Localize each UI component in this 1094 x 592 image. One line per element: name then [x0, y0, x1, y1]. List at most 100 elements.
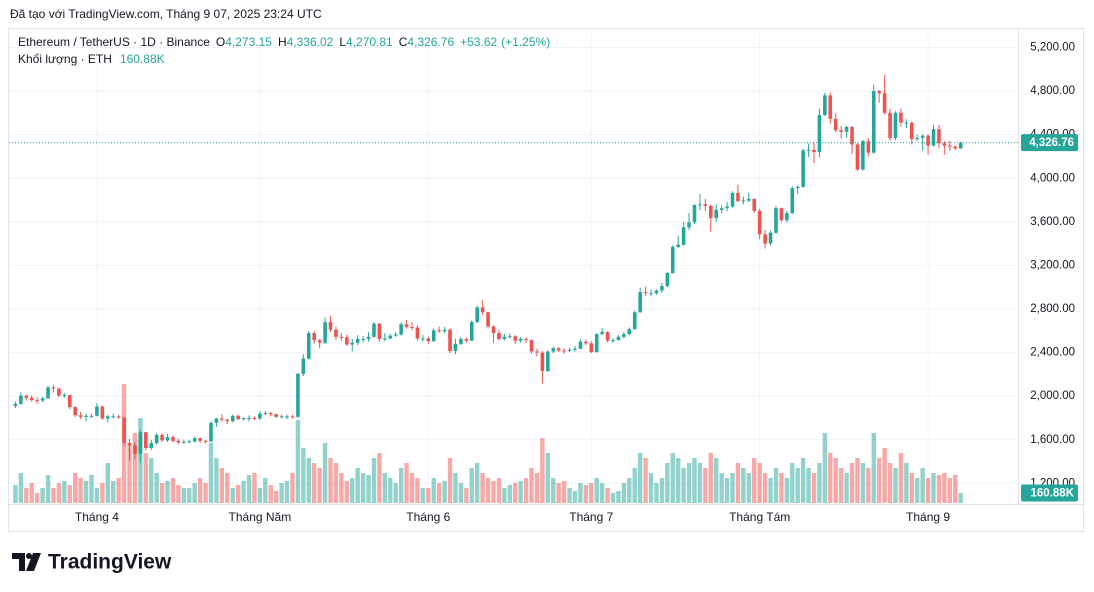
volume-bar [197, 478, 203, 503]
volume-bar [89, 475, 94, 503]
created-note: Đã tạo với TradingView.com, Tháng 9 07, … [10, 7, 322, 21]
candle-body [111, 416, 116, 418]
candle-body [317, 340, 322, 343]
candle-body [899, 112, 903, 123]
candle-body [931, 129, 936, 146]
last-price-label: 4,326.76 [1029, 137, 1074, 149]
candle-body [393, 334, 398, 336]
volume-bar [605, 488, 610, 503]
volume-bar [355, 468, 360, 503]
candle-body [448, 329, 452, 351]
candle-body [301, 358, 306, 374]
volume-bar [556, 483, 561, 503]
candle-body [703, 204, 708, 207]
volume-bar [480, 473, 485, 503]
candle-body [551, 348, 556, 352]
candle-body [459, 338, 463, 344]
candle-body [345, 337, 349, 345]
x-tick-label: Tháng 6 [406, 510, 450, 524]
volume-bar [768, 478, 773, 503]
volume-bar [583, 485, 589, 503]
candle-body [638, 292, 642, 313]
volume-bar [426, 488, 431, 503]
volume-bar [469, 468, 474, 503]
volume-bar [909, 473, 914, 503]
candle-body [736, 192, 740, 202]
candle-body [850, 126, 854, 145]
volume-bar [56, 483, 62, 503]
symbol-legend: Ethereum / TetherUS · 1D · Binance O 4,27… [18, 35, 550, 49]
candle-body [888, 112, 892, 138]
candle-body [192, 438, 197, 442]
volume-bar [887, 463, 893, 503]
candle-body [334, 329, 338, 337]
volume-bar [735, 463, 741, 503]
x-tick-label: Tháng 4 [75, 510, 119, 524]
candle-body [51, 387, 56, 389]
candle-body [67, 395, 72, 408]
volume-bar [762, 473, 768, 503]
candle-body [643, 292, 648, 294]
volume-bar [675, 458, 681, 503]
volume-bar [360, 473, 366, 503]
volume-bar [420, 488, 426, 503]
x-tick-label: Tháng 9 [906, 510, 950, 524]
candle-body [502, 336, 507, 339]
volume-bar [246, 475, 252, 503]
candle-body [714, 209, 719, 219]
volume-bar [665, 463, 670, 503]
ohlc-key: L [339, 35, 347, 49]
volume-bar [328, 458, 333, 503]
volume-bar [833, 458, 838, 503]
candle-body [915, 137, 920, 139]
symbol: Ethereum / TetherUS · 1D · Binance [18, 35, 210, 49]
candle-body [665, 273, 670, 287]
volume-bar [371, 458, 377, 503]
volume-bar [746, 473, 752, 503]
candle-body [725, 206, 729, 209]
volume-bar [800, 458, 806, 503]
candle-body [871, 91, 876, 153]
candle-body [377, 323, 382, 339]
volume-bar [670, 453, 675, 503]
y-tick-label: 3,200.00 [1030, 259, 1075, 271]
candle-body [198, 438, 202, 441]
volume-value: 160.88K [119, 52, 165, 66]
volume-bar [697, 463, 703, 503]
volume-bars [13, 384, 963, 503]
candle-body [361, 338, 365, 340]
volume-bar [953, 475, 958, 503]
candle-body [670, 246, 675, 274]
volume-bar [496, 478, 502, 503]
candle-body [877, 91, 881, 94]
candle-body [285, 416, 289, 418]
candle-body [861, 141, 865, 170]
volume-bar [398, 468, 404, 503]
volume-bar [513, 483, 518, 503]
volume-bar [795, 468, 800, 503]
candle-body [165, 437, 170, 441]
volume-bar [78, 478, 83, 503]
volume-bar [752, 458, 757, 503]
candle-body [507, 336, 512, 338]
volume-bar [540, 438, 545, 503]
volume-bar [741, 468, 746, 503]
candle-body [73, 407, 77, 416]
candle-body [453, 343, 458, 351]
candle-body [893, 112, 898, 138]
candle-body [855, 144, 860, 170]
volume-bar [67, 485, 72, 503]
candle-body [469, 322, 474, 341]
volume-bar [648, 473, 654, 503]
volume-bar [784, 478, 790, 503]
volume-bar [149, 458, 154, 503]
volume-bar [844, 473, 849, 503]
volume-bar [13, 485, 18, 503]
ohlc-key: O [215, 35, 226, 49]
volume-bar [920, 468, 925, 503]
candle-body [62, 395, 67, 397]
volume-bar [659, 478, 665, 503]
volume-bar [551, 478, 556, 503]
candle-body [692, 204, 697, 223]
